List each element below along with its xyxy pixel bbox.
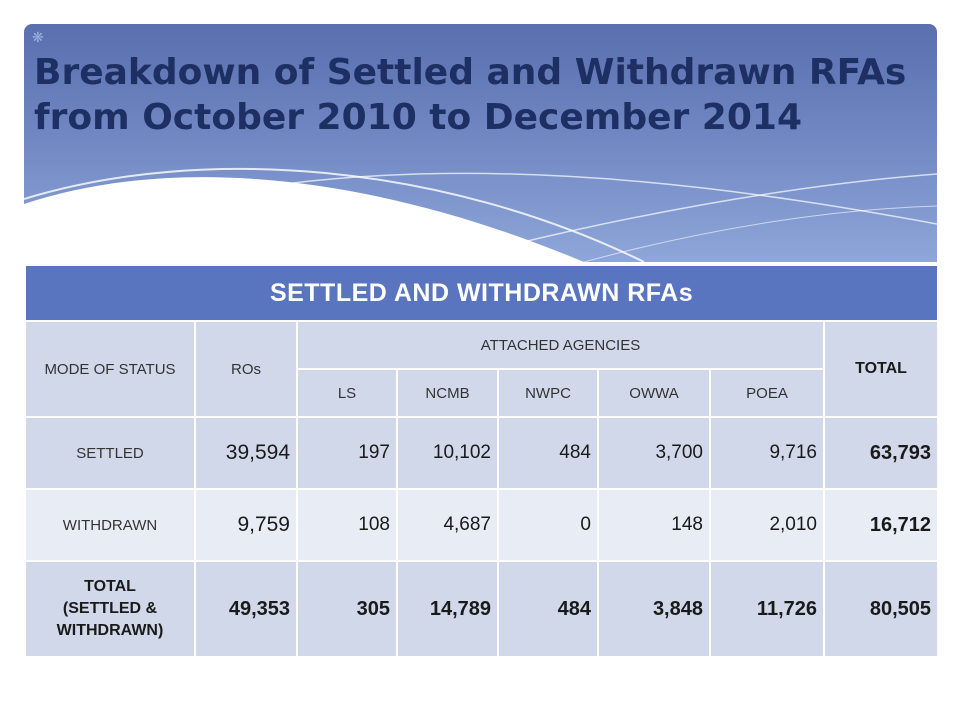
cell-ls: 197 <box>296 416 398 490</box>
cell-ls: 305 <box>296 560 398 658</box>
cell-poea: 11,726 <box>709 560 825 658</box>
header-owwa: OWWA <box>597 368 711 418</box>
table-caption: SETTLED AND WITHDRAWN RFAs <box>23 264 940 322</box>
cell-total: 80,505 <box>822 560 940 658</box>
title-banner: ❋ <box>24 24 937 262</box>
header-mode-of-status: MODE OF STATUS <box>24 320 196 418</box>
cell-ncmb: 14,789 <box>396 560 499 658</box>
table-row: TOTAL (SETTLED & WITHDRAWN) 49,353 305 1… <box>24 560 940 658</box>
row-status: WITHDRAWN <box>24 488 196 562</box>
slide-title: Breakdown of Settled and Withdrawn RFAs … <box>34 52 907 138</box>
cell-nwpc: 0 <box>497 488 599 562</box>
cell-ros: 49,353 <box>194 560 298 658</box>
bullet-icon: ❋ <box>32 30 44 46</box>
header-nwpc: NWPC <box>497 368 599 418</box>
header-attached-agencies: ATTACHED AGENCIES <box>296 320 825 370</box>
header-total: TOTAL <box>822 320 940 418</box>
header-poea: POEA <box>709 368 825 418</box>
table-row: SETTLED 39,594 197 10,102 484 3,700 9,71… <box>24 416 940 490</box>
decorative-swoosh-graphic <box>24 167 937 262</box>
cell-total: 63,793 <box>822 416 940 490</box>
cell-ros: 9,759 <box>194 488 298 562</box>
cell-ros: 39,594 <box>194 416 298 490</box>
cell-poea: 2,010 <box>709 488 825 562</box>
header-ncmb: NCMB <box>396 368 499 418</box>
table-row: WITHDRAWN 9,759 108 4,687 0 148 2,010 16… <box>24 488 940 562</box>
cell-ls: 108 <box>296 488 398 562</box>
cell-owwa: 3,848 <box>597 560 711 658</box>
row-status-total: TOTAL (SETTLED & WITHDRAWN) <box>24 560 196 658</box>
status-line-3: WITHDRAWN) <box>56 622 164 639</box>
cell-nwpc: 484 <box>497 560 599 658</box>
cell-total: 16,712 <box>822 488 940 562</box>
row-status: SETTLED <box>24 416 196 490</box>
status-line-1: TOTAL <box>84 578 136 595</box>
cell-ncmb: 4,687 <box>396 488 499 562</box>
header-ls: LS <box>296 368 398 418</box>
cell-ncmb: 10,102 <box>396 416 499 490</box>
rfa-table: SETTLED AND WITHDRAWN RFAs MODE OF STATU… <box>23 264 940 658</box>
cell-owwa: 148 <box>597 488 711 562</box>
cell-poea: 9,716 <box>709 416 825 490</box>
cell-owwa: 3,700 <box>597 416 711 490</box>
header-ros: ROs <box>194 320 298 418</box>
cell-nwpc: 484 <box>497 416 599 490</box>
status-line-2: (SETTLED & <box>62 600 158 617</box>
